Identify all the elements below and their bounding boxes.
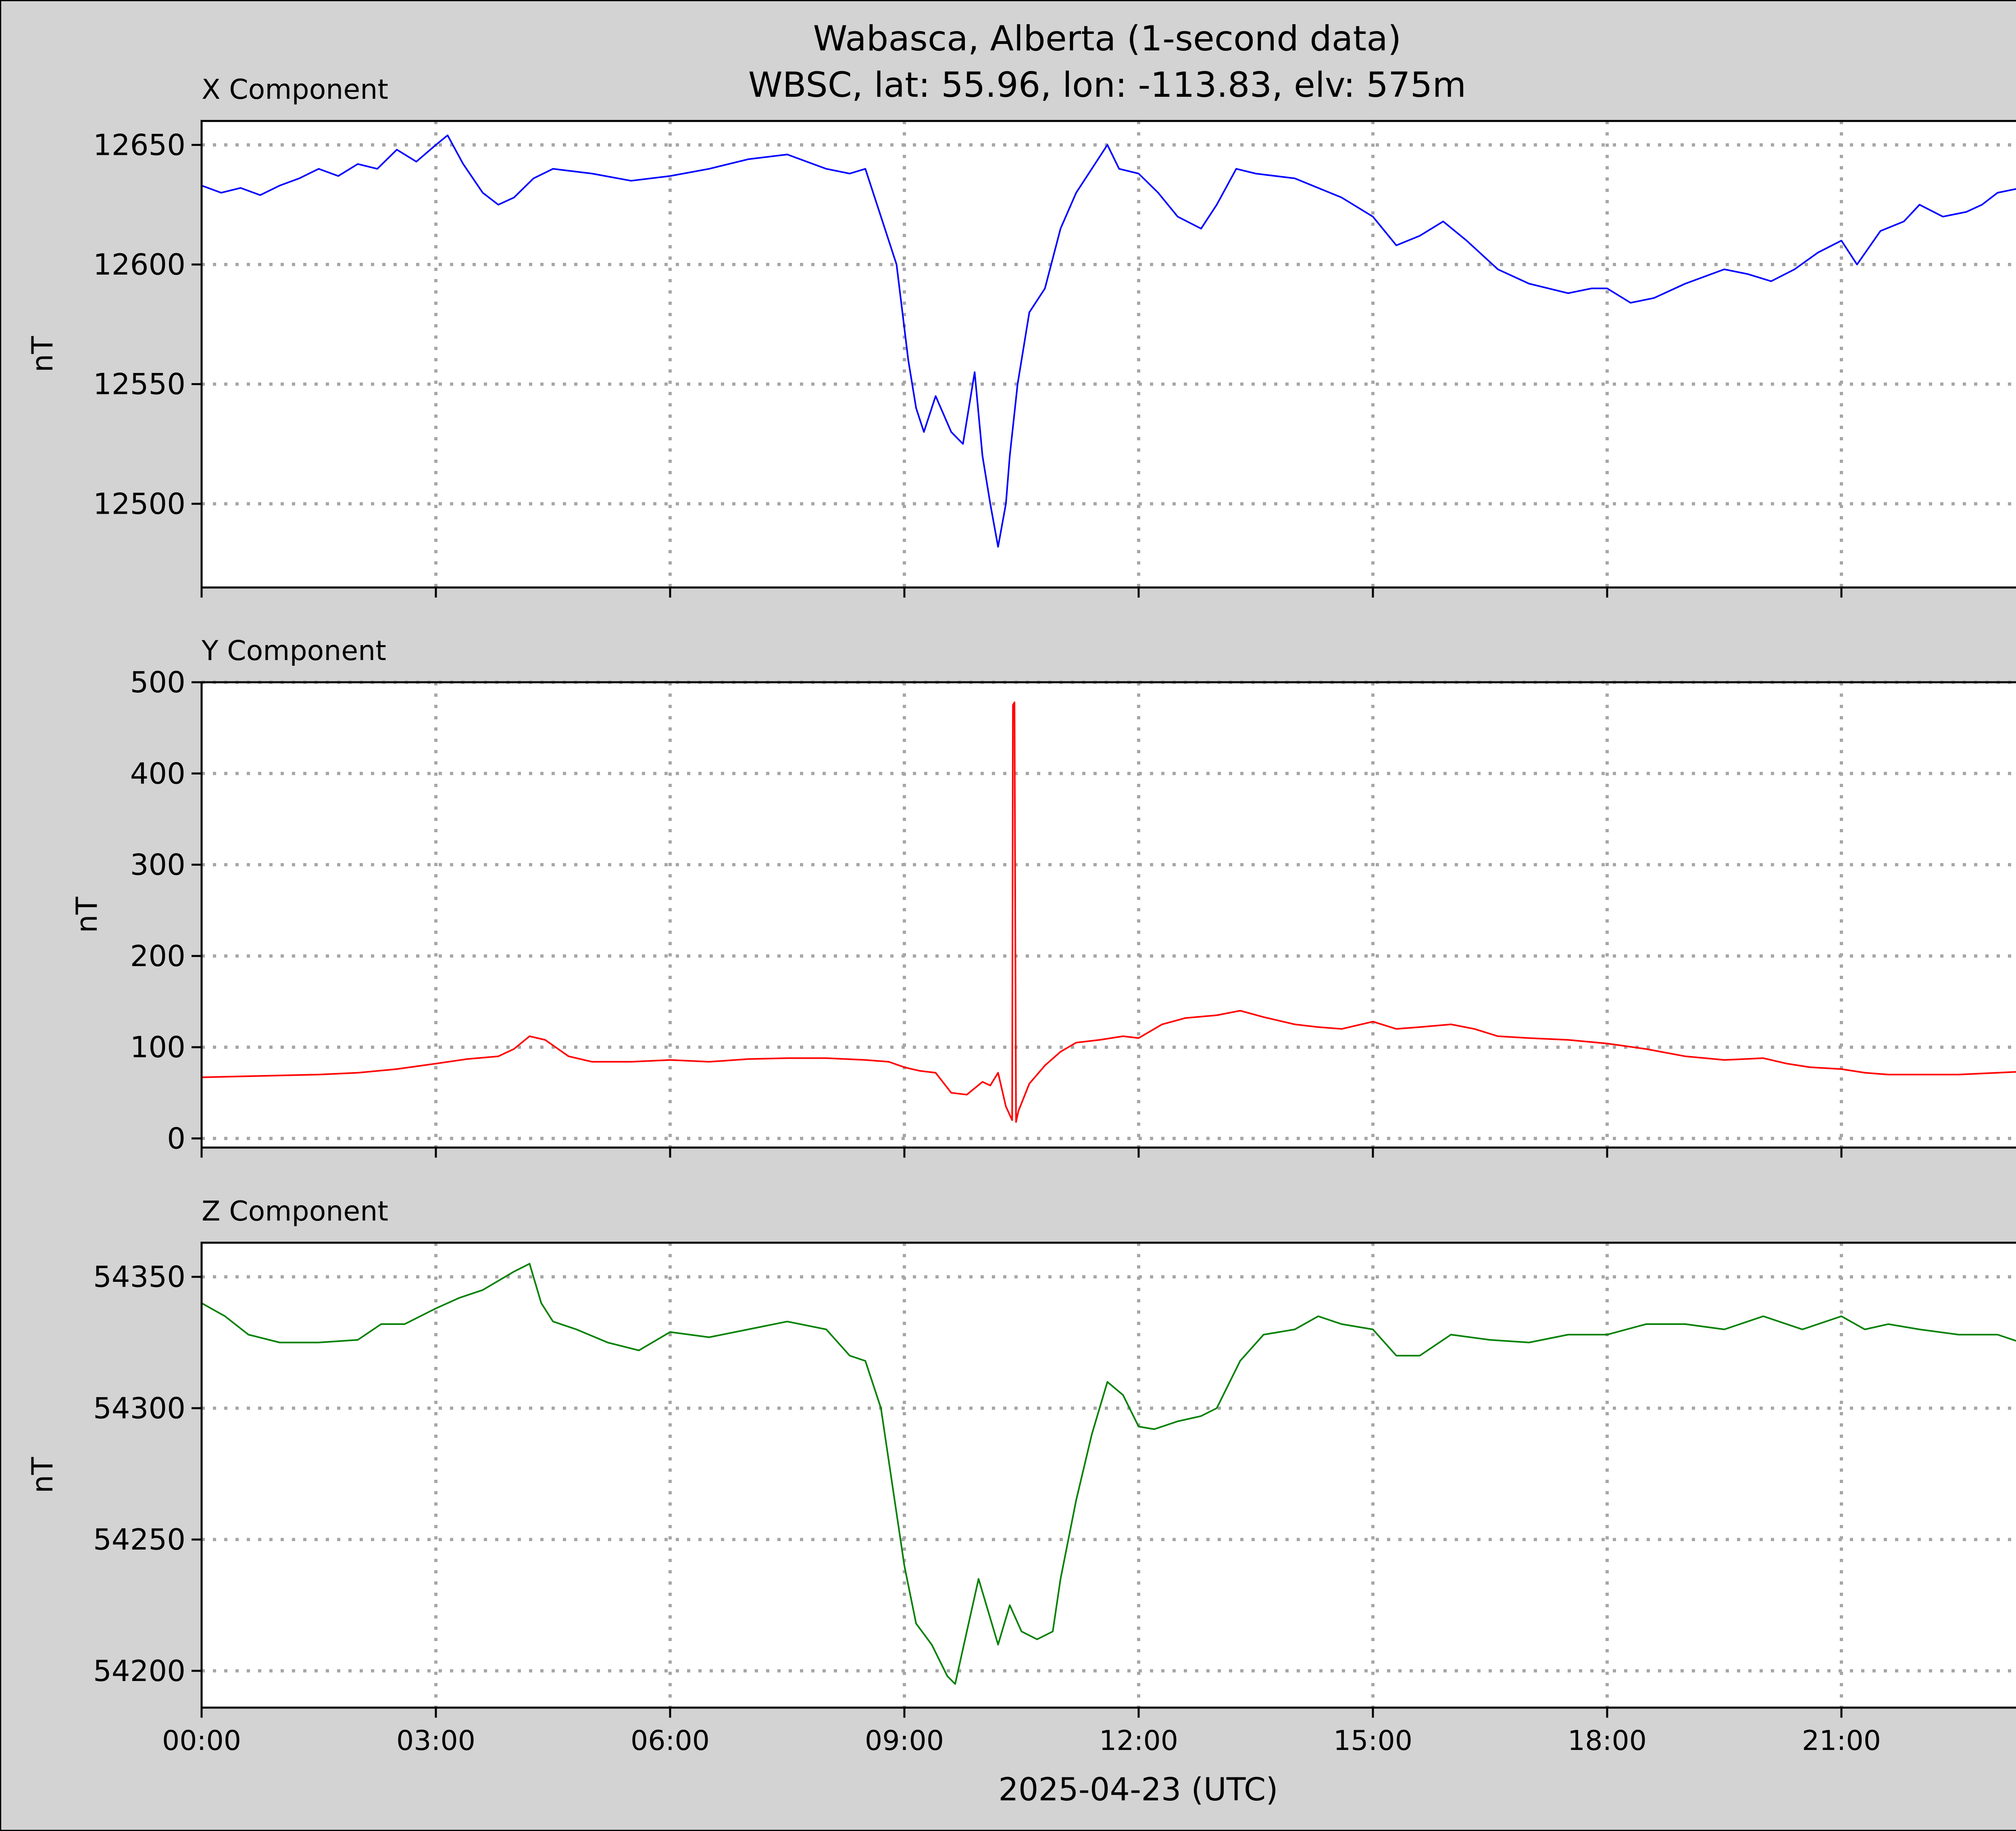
panel-x: 12500 12550 12600 12650 X Component nT [25, 74, 2016, 598]
plot-area-y [202, 682, 2016, 1148]
x-tick-label: 18:00 [1568, 1725, 1647, 1757]
y-tick-label-y: 100 [130, 1030, 185, 1064]
y-tick-label-z: 54200 [93, 1654, 185, 1688]
y-tick-label-y: 0 [167, 1121, 185, 1155]
axes-frame-y [200, 681, 2016, 1149]
panels-group: 12500 12550 12600 12650 X Component nT 0 100 200… [25, 74, 2016, 1757]
panel-title-z: Z Component [202, 1196, 388, 1227]
y-tick-label-x: 12550 [93, 367, 185, 401]
y-tick-label-y: 300 [130, 848, 185, 882]
y-tick-label-y: 500 [130, 665, 185, 699]
chart-title-line2: WBSC, lat: 55.96, lon: -113.83, elv: 575… [748, 65, 1466, 105]
x-tick-label: 09:00 [865, 1725, 944, 1757]
plot-area-z [202, 1243, 2016, 1708]
x-axis-label: 2025-04-23 (UTC) [998, 1772, 1278, 1808]
x-tick-label: 03:00 [396, 1725, 475, 1757]
panel-title-y: Y Component [201, 635, 386, 667]
panel-title-x: X Component [202, 74, 388, 106]
series-line-x [201, 134, 2016, 548]
plot-area-x [202, 121, 2016, 587]
y-axis-label-z: nT [25, 1457, 59, 1494]
x-tick-label: 12:00 [1099, 1725, 1178, 1757]
y-tick-label-z: 54350 [93, 1260, 185, 1294]
y-tick-label-x: 12650 [93, 128, 185, 162]
y-tick-label-x: 12500 [93, 487, 185, 521]
y-tick-label-x: 12600 [93, 248, 185, 281]
axes-frame-x [200, 120, 2016, 589]
x-tick-label: 06:00 [631, 1725, 710, 1757]
x-tick-label: 00:00 [162, 1725, 241, 1757]
y-axis-label-y: nT [70, 896, 104, 933]
chart-title-line1: Wabasca, Alberta (1-second data) [813, 19, 1402, 59]
series-line-z [201, 1263, 2016, 1685]
panel-z: 00:00 03:00 06:00 09:00 12:00 15:00 18:00 21:00… [25, 1196, 2016, 1757]
x-tick-label: 15:00 [1333, 1725, 1412, 1757]
panel-y: 0 100 200 300 400 500 Y Component nT [70, 635, 2016, 1158]
axes-frame-z [200, 1241, 2016, 1709]
y-tick-label-z: 54250 [93, 1523, 185, 1556]
series-line-y [201, 701, 2016, 1123]
y-tick-label-y: 200 [130, 939, 185, 973]
y-tick-label-z: 54300 [93, 1391, 185, 1425]
y-axis-label-x: nT [25, 336, 59, 373]
y-tick-label-y: 400 [130, 756, 185, 790]
x-tick-label: 21:00 [1802, 1725, 1881, 1757]
